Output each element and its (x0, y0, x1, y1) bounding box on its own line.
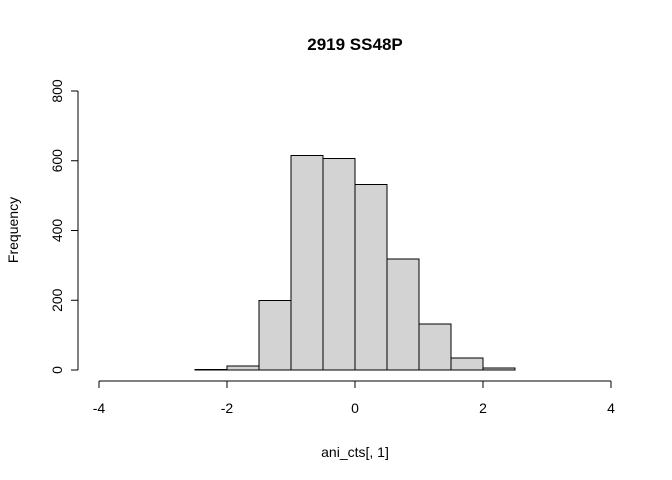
x-axis-label: ani_cts[, 1] (321, 444, 389, 460)
x-tick-label: 0 (351, 400, 359, 416)
histogram-bar-9 (482, 367, 516, 371)
histogram-bar-7 (418, 323, 452, 371)
y-tick-label: 0 (49, 366, 65, 374)
y-tick-label: 200 (49, 288, 65, 312)
histogram-bar-2 (258, 299, 292, 371)
x-tick-label: -4 (93, 400, 106, 416)
y-axis: 0 200 400 600 800 (49, 79, 79, 374)
chart-title: 2919 SS48P (307, 35, 402, 54)
bars-group (194, 155, 516, 371)
histogram-bar-1 (226, 365, 260, 371)
y-tick-label: 600 (49, 149, 65, 173)
y-tick-label: 400 (49, 219, 65, 243)
x-tick-label: 4 (607, 400, 615, 416)
histogram-bar-3 (290, 155, 324, 371)
histogram-bar-8 (450, 357, 484, 371)
x-axis: -4 -2 0 2 4 (93, 380, 615, 416)
histogram-bar-5 (354, 183, 388, 371)
histogram-bar-6 (386, 258, 420, 371)
y-tick-label: 800 (49, 79, 65, 103)
y-axis-label: Frequency (5, 197, 21, 263)
x-tick-label: -2 (221, 400, 234, 416)
x-tick-label: 2 (479, 400, 487, 416)
histogram-bar-4 (322, 158, 356, 371)
